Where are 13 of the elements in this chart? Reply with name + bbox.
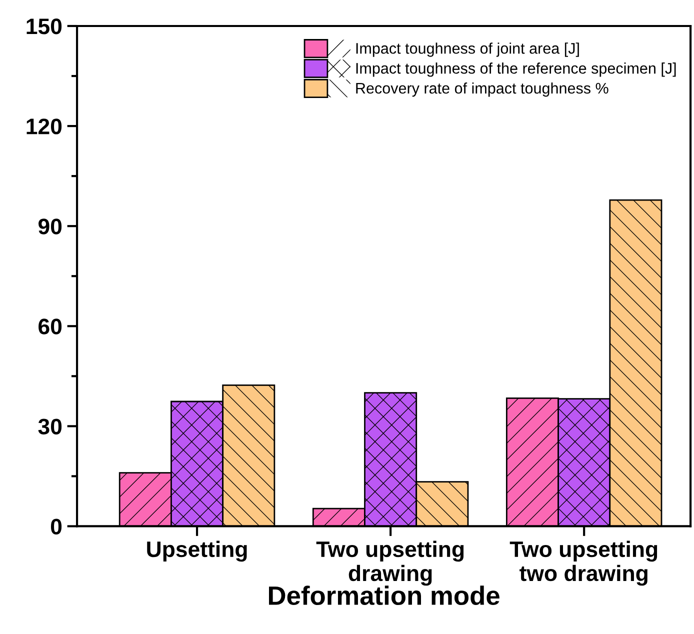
x-tick-label: Two upsetting drawing: [316, 540, 464, 586]
y-tick-label: 90: [38, 218, 62, 234]
legend-label: Impact toughness of joint area [J]: [356, 42, 579, 57]
y-tick-label: 120: [26, 118, 62, 134]
x-axis-title: Deformation mode: [268, 586, 500, 606]
legend-label: Recovery rate of impact toughness %: [356, 82, 608, 97]
x-tick-label: Upsetting: [147, 540, 247, 562]
y-tick-label: 60: [38, 318, 62, 334]
y-tick-label: 150: [26, 18, 62, 34]
y-tick-label: 0: [50, 518, 62, 534]
legend-label: Impact toughness of the reference specimen [J]: [356, 62, 676, 77]
x-tick-label: Two upsetting two drawing: [510, 540, 658, 586]
y-tick-label: 30: [38, 418, 62, 434]
